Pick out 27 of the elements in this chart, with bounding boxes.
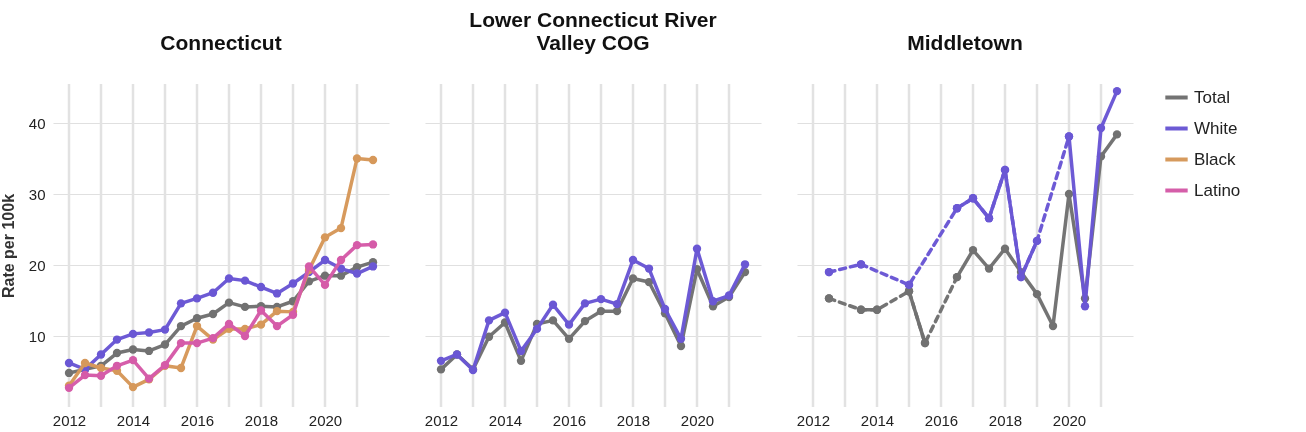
x-tick-label: 2014: [116, 411, 151, 429]
y-tick-label: 30: [28, 185, 46, 203]
x-tick-label: 2020: [308, 411, 343, 429]
legend-label: Black: [1194, 149, 1237, 169]
chart-title: Middletown: [907, 30, 1023, 54]
chart-title: Connecticut: [160, 30, 282, 54]
legend-label: Latino: [1194, 180, 1241, 200]
x-tick-label: 2014: [860, 411, 895, 429]
legend-label: Total: [1194, 87, 1230, 107]
y-tick-label: 20: [28, 256, 46, 274]
y-axis-title: Rate per 100k: [0, 193, 17, 299]
x-tick-label: 2016: [924, 411, 959, 429]
x-tick-label: 2018: [244, 411, 279, 429]
x-tick-label: 2012: [52, 411, 87, 429]
x-tick-label: 2016: [552, 411, 587, 429]
x-tick-label: 2016: [180, 411, 215, 429]
x-tick-label: 2012: [424, 411, 459, 429]
x-tick-label: 2018: [988, 411, 1023, 429]
x-tick-label: 2014: [488, 411, 523, 429]
y-tick-label: 10: [28, 327, 46, 345]
x-tick-label: 2020: [1052, 411, 1087, 429]
chart-title: Lower Connecticut River Valley COG: [469, 7, 717, 54]
x-tick-label: 2018: [616, 411, 651, 429]
y-tick-label: 40: [28, 114, 46, 132]
x-tick-label: 2012: [796, 411, 831, 429]
legend-label: White: [1194, 118, 1238, 138]
x-tick-label: 2020: [680, 411, 715, 429]
